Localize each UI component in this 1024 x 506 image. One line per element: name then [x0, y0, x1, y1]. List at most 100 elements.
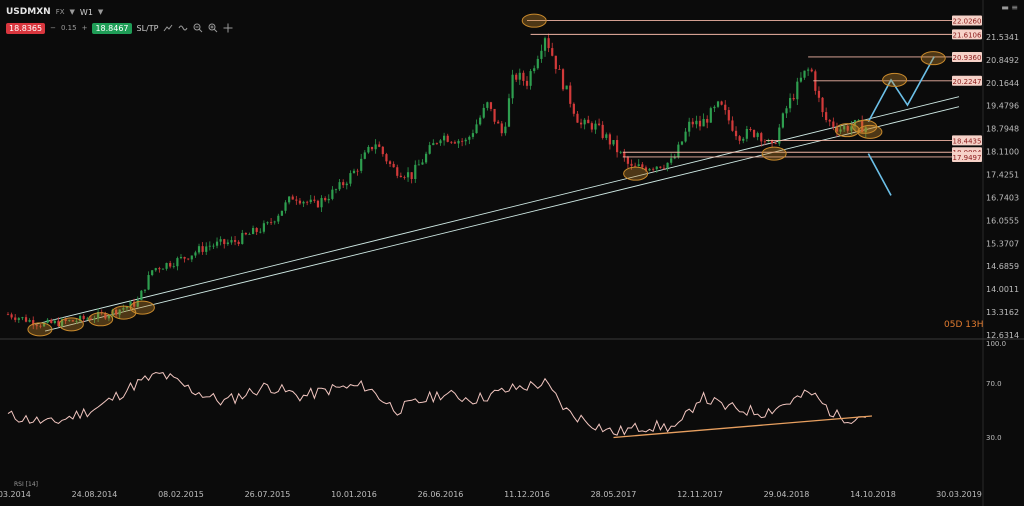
candle[interactable]	[471, 129, 475, 140]
candle[interactable]	[597, 118, 601, 127]
candle[interactable]	[493, 108, 496, 125]
candle[interactable]	[497, 119, 500, 124]
ask-price-button[interactable]: 18.8467	[92, 22, 132, 34]
candle[interactable]	[626, 155, 630, 169]
candle[interactable]	[226, 239, 229, 246]
candle[interactable]	[774, 140, 777, 145]
minimize-icon[interactable]: ▬	[1001, 3, 1009, 12]
candle[interactable]	[594, 120, 597, 134]
candle[interactable]	[540, 44, 543, 63]
candle[interactable]	[688, 117, 691, 137]
candle[interactable]	[410, 172, 413, 184]
candle[interactable]	[241, 229, 244, 245]
candle[interactable]	[6, 312, 10, 316]
candle[interactable]	[756, 131, 759, 141]
candle[interactable]	[255, 227, 258, 236]
candle[interactable]	[817, 86, 821, 103]
candle[interactable]	[374, 139, 377, 154]
candle[interactable]	[825, 107, 828, 123]
candle[interactable]	[270, 217, 273, 225]
candle[interactable]	[17, 317, 20, 323]
candle[interactable]	[165, 262, 168, 271]
candle[interactable]	[342, 179, 345, 189]
candle[interactable]	[684, 128, 687, 143]
candle[interactable]	[78, 314, 82, 323]
volume-minus-icon[interactable]: −	[50, 24, 56, 32]
candle[interactable]	[547, 33, 550, 53]
candle[interactable]	[324, 196, 327, 202]
candle[interactable]	[799, 72, 803, 83]
candle[interactable]	[262, 220, 265, 234]
candle[interactable]	[522, 70, 525, 86]
candle[interactable]	[428, 141, 431, 155]
candle[interactable]	[479, 115, 482, 126]
candle[interactable]	[424, 151, 428, 165]
candle[interactable]	[489, 101, 493, 112]
candle[interactable]	[68, 319, 71, 322]
candle[interactable]	[356, 168, 359, 176]
candle[interactable]	[266, 221, 269, 225]
candle[interactable]	[259, 228, 262, 234]
candle[interactable]	[706, 115, 709, 129]
candle[interactable]	[24, 314, 28, 323]
candle[interactable]	[432, 139, 435, 146]
candle[interactable]	[778, 123, 781, 146]
rsi-trendline[interactable]	[613, 415, 873, 439]
candle[interactable]	[219, 236, 222, 246]
candle[interactable]	[190, 255, 193, 263]
candle[interactable]	[50, 318, 53, 324]
candle[interactable]	[399, 172, 402, 178]
candle[interactable]	[176, 256, 179, 271]
candle[interactable]	[742, 137, 745, 144]
candle[interactable]	[500, 120, 503, 137]
candle[interactable]	[208, 241, 211, 251]
candle[interactable]	[60, 317, 64, 328]
candle[interactable]	[572, 102, 575, 117]
symbol-dropdown-icon[interactable]: ▼	[69, 8, 75, 16]
candle[interactable]	[309, 195, 312, 204]
candle[interactable]	[612, 140, 615, 147]
candle[interactable]	[720, 100, 723, 106]
candle[interactable]	[125, 306, 129, 312]
candle[interactable]	[244, 232, 247, 236]
candle[interactable]	[864, 125, 867, 138]
candle[interactable]	[623, 148, 626, 162]
candle[interactable]	[702, 113, 705, 127]
candle[interactable]	[468, 135, 471, 145]
candle[interactable]	[237, 240, 240, 247]
candle[interactable]	[738, 135, 741, 145]
candle[interactable]	[731, 116, 734, 132]
candle[interactable]	[392, 161, 395, 168]
candle[interactable]	[850, 121, 853, 135]
candle[interactable]	[118, 309, 121, 319]
candle[interactable]	[785, 105, 788, 118]
candle[interactable]	[349, 170, 352, 187]
candle[interactable]	[533, 65, 536, 74]
candle[interactable]	[133, 298, 136, 310]
candle[interactable]	[464, 137, 467, 146]
candle[interactable]	[659, 166, 662, 169]
candle[interactable]	[619, 150, 622, 155]
candle[interactable]	[511, 69, 514, 104]
candle[interactable]	[46, 318, 49, 324]
candle[interactable]	[316, 199, 320, 208]
candle[interactable]	[724, 100, 727, 115]
candle[interactable]	[370, 146, 374, 152]
candle[interactable]	[417, 159, 420, 166]
candle[interactable]	[504, 122, 507, 136]
candle[interactable]	[695, 115, 698, 129]
candle[interactable]	[75, 318, 78, 325]
candle[interactable]	[439, 138, 442, 146]
candle[interactable]	[378, 141, 381, 148]
candle[interactable]	[414, 160, 417, 183]
candle[interactable]	[443, 132, 446, 146]
candle[interactable]	[583, 118, 586, 130]
candle[interactable]	[839, 124, 842, 135]
candle[interactable]	[666, 162, 669, 172]
candle[interactable]	[302, 200, 305, 208]
candle[interactable]	[89, 315, 92, 321]
candle[interactable]	[288, 196, 291, 205]
candle[interactable]	[201, 242, 204, 255]
candle[interactable]	[42, 321, 46, 327]
candle[interactable]	[215, 237, 219, 249]
